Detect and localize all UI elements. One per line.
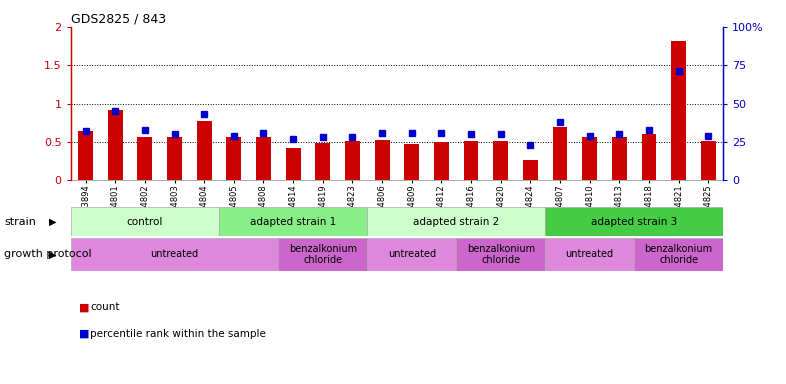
Bar xyxy=(286,148,300,180)
Bar xyxy=(582,137,597,180)
Bar xyxy=(464,141,479,180)
Text: adapted strain 3: adapted strain 3 xyxy=(591,217,678,227)
Bar xyxy=(108,110,123,180)
Bar xyxy=(345,141,360,180)
Bar xyxy=(256,137,271,180)
Bar xyxy=(523,160,538,180)
Bar xyxy=(226,137,241,180)
Text: ■: ■ xyxy=(79,302,89,312)
Text: benzalkonium
chloride: benzalkonium chloride xyxy=(288,243,357,265)
Bar xyxy=(456,238,545,271)
Bar xyxy=(494,141,508,180)
Bar xyxy=(375,140,390,180)
Text: adapted strain 1: adapted strain 1 xyxy=(250,217,336,227)
Bar xyxy=(219,207,367,236)
Text: percentile rank within the sample: percentile rank within the sample xyxy=(90,329,266,339)
Text: benzalkonium
chloride: benzalkonium chloride xyxy=(467,243,534,265)
Bar xyxy=(138,137,152,180)
Text: GDS2825 / 843: GDS2825 / 843 xyxy=(71,13,166,26)
Bar xyxy=(167,137,182,180)
Text: untreated: untreated xyxy=(566,249,614,260)
Text: ■: ■ xyxy=(79,329,89,339)
Bar xyxy=(634,238,723,271)
Bar xyxy=(71,207,219,236)
Text: count: count xyxy=(90,302,120,312)
Bar xyxy=(367,207,545,236)
Bar xyxy=(553,127,567,180)
Bar xyxy=(701,141,716,180)
Text: ▶: ▶ xyxy=(49,217,57,227)
Text: untreated: untreated xyxy=(150,249,199,260)
Text: adapted strain 2: adapted strain 2 xyxy=(413,217,499,227)
Bar xyxy=(71,238,278,271)
Text: control: control xyxy=(127,217,163,227)
Bar xyxy=(367,238,456,271)
Bar xyxy=(196,121,211,180)
Bar xyxy=(78,131,93,180)
Bar xyxy=(545,238,634,271)
Bar xyxy=(404,144,419,180)
Bar xyxy=(545,207,723,236)
Bar xyxy=(434,142,449,180)
Text: strain: strain xyxy=(4,217,36,227)
Bar xyxy=(612,137,626,180)
Bar xyxy=(278,238,367,271)
Bar xyxy=(315,143,330,180)
Bar xyxy=(671,41,686,180)
Text: growth protocol: growth protocol xyxy=(4,249,91,260)
Text: ▶: ▶ xyxy=(49,249,57,260)
Text: untreated: untreated xyxy=(387,249,435,260)
Text: benzalkonium
chloride: benzalkonium chloride xyxy=(645,243,713,265)
Bar xyxy=(641,134,656,180)
